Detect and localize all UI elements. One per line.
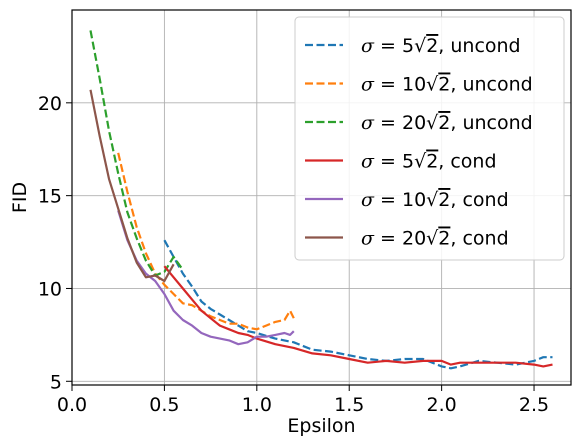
legend-entry: σ = 20√2, cond <box>361 228 509 250</box>
y-tick-label: 15 <box>38 186 62 208</box>
x-tick-label: 2.0 <box>427 394 457 416</box>
legend-entry: σ = 10√2, cond <box>361 189 509 211</box>
x-tick-label: 1.0 <box>242 394 272 416</box>
y-tick-label: 20 <box>38 93 62 115</box>
x-tick-label: 0.0 <box>57 394 87 416</box>
series-line-3 <box>89 30 184 277</box>
legend-box <box>294 16 565 261</box>
axis-ticks: 0.0 0.5 1.0 1.5 2.0 2.5 5 10 15 20 <box>38 93 549 416</box>
y-tick-label: 5 <box>50 371 62 393</box>
series-line-2 <box>117 152 295 331</box>
series-line-4 <box>163 265 553 368</box>
series-lines <box>89 30 553 370</box>
x-axis-label: Epsilon <box>287 415 355 437</box>
series-line-1 <box>163 239 553 370</box>
plot-frame <box>71 9 572 386</box>
legend-entry: σ = 20√2, uncond <box>361 112 533 134</box>
legend-entry: σ = 10√2, uncond <box>361 74 533 96</box>
x-tick-label: 1.5 <box>334 394 364 416</box>
legend-entry: σ = 5√2, cond <box>361 151 497 173</box>
series-line-6 <box>89 89 175 283</box>
x-tick-label: 2.5 <box>519 394 549 416</box>
legend: σ = 5√2, uncond σ = 10√2, uncond σ = 20√2,… <box>294 16 565 261</box>
y-axis-label: FID <box>9 182 31 213</box>
legend-entry: σ = 5√2, uncond <box>361 35 521 57</box>
x-tick-label: 0.5 <box>149 394 179 416</box>
y-tick-label: 10 <box>38 278 62 300</box>
